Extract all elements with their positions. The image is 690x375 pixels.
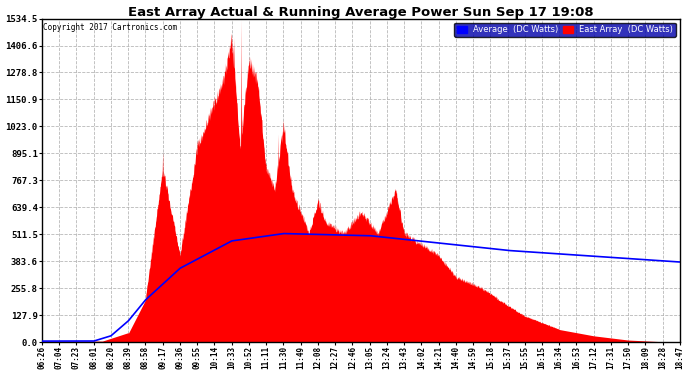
Title: East Array Actual & Running Average Power Sun Sep 17 19:08: East Array Actual & Running Average Powe…	[128, 6, 594, 18]
Text: Copyright 2017 Cartronics.com: Copyright 2017 Cartronics.com	[43, 23, 177, 32]
Legend: Average  (DC Watts), East Array  (DC Watts): Average (DC Watts), East Array (DC Watts…	[454, 23, 676, 37]
